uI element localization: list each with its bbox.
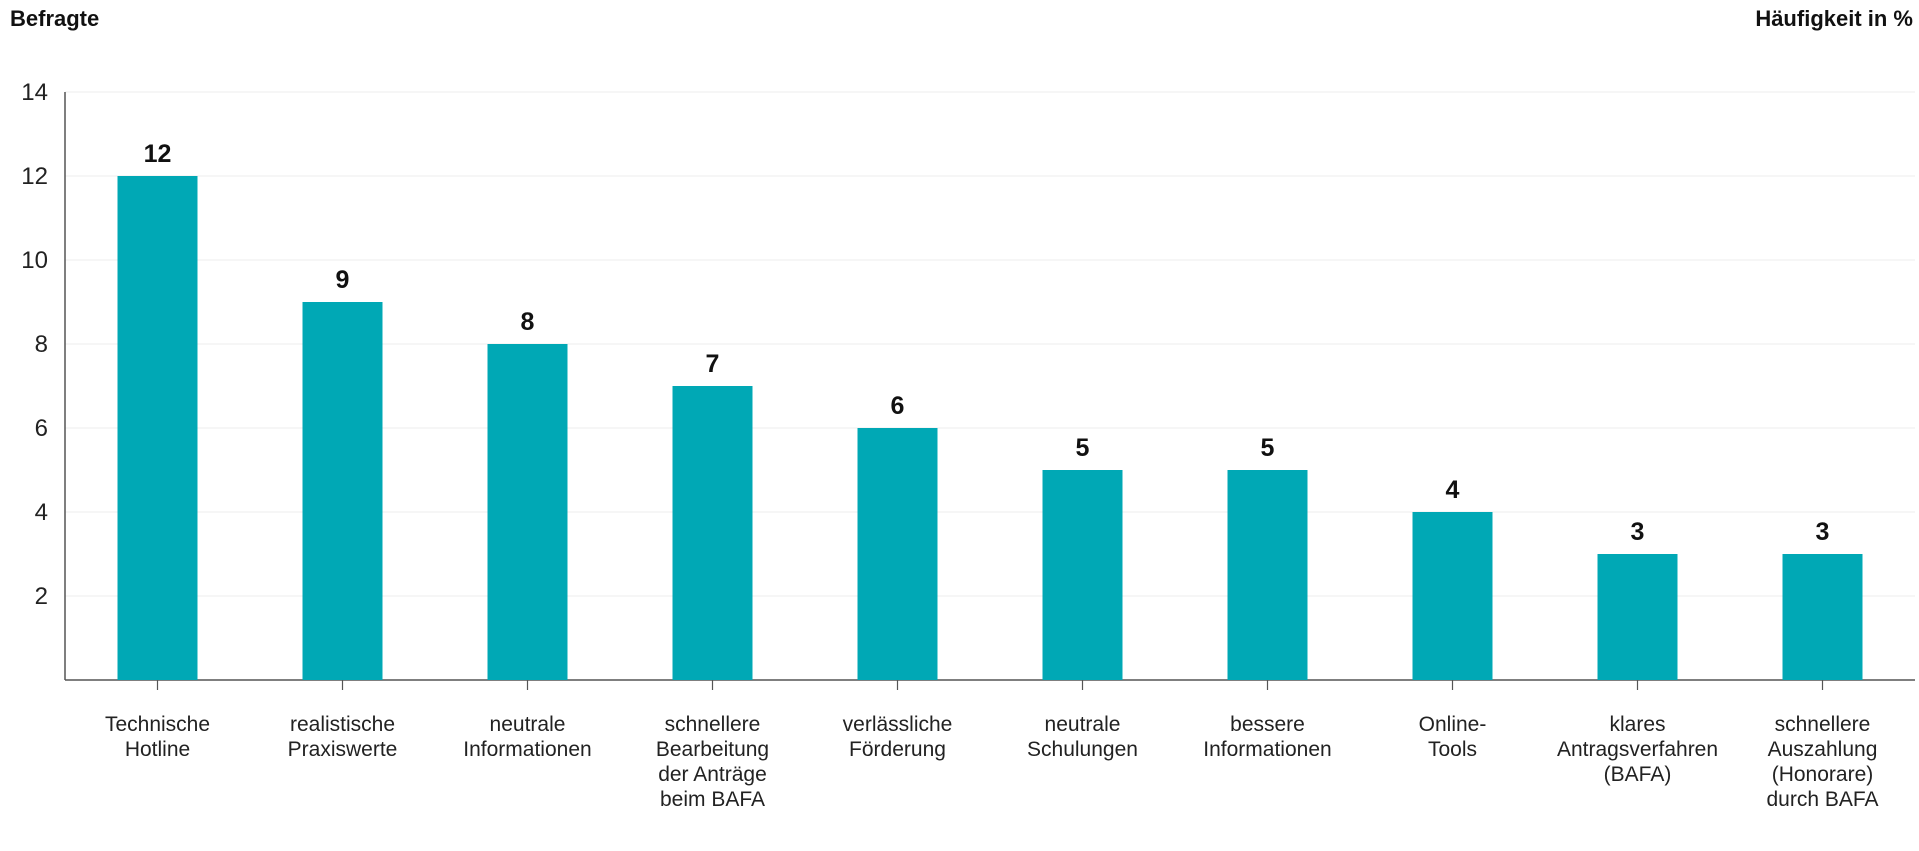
bar [1597,554,1678,680]
x-tick-label: Technische Hotline [104,713,211,761]
bar [1412,512,1493,680]
y-tick-label: 14 [21,79,48,106]
x-tick-label: neutrale Informationen [463,713,592,761]
data-label: 8 [521,308,535,336]
y-tick-label: 2 [35,583,48,610]
x-tick-label: schnellere Auszahlung (Honorare) durch B… [1766,713,1879,811]
bar [1782,554,1863,680]
data-label: 3 [1816,518,1830,546]
data-label: 9 [336,266,350,294]
bar [857,428,938,680]
bar [117,176,198,680]
y-axis-title: Befragte [10,6,100,31]
y-tick-label: 12 [21,163,48,190]
x-axis-title: Häufigkeit in % [1755,6,1913,31]
x-tick-label: Online- Tools [1418,713,1487,761]
data-label: 12 [144,140,172,168]
data-label: 5 [1076,434,1090,462]
bar [487,344,568,680]
x-tick-label: verlässliche Förderung [842,713,953,761]
x-tick-label: realistische Praxiswerte [287,713,398,761]
data-label: 3 [1631,518,1645,546]
bar [672,386,753,680]
x-tick-label: bessere Informationen [1203,713,1332,761]
data-label: 5 [1261,434,1275,462]
y-tick-label: 8 [35,331,48,358]
y-tick-label: 4 [35,499,48,526]
bar [302,302,383,680]
y-tick-label: 6 [35,415,48,442]
x-tick-label: klares Antragsverfahren (BAFA) [1556,713,1719,786]
data-label: 4 [1446,476,1460,504]
x-tick-label: neutrale Schulungen [1027,713,1138,761]
y-tick-label: 10 [21,247,48,274]
data-label: 6 [891,392,905,420]
data-label: 7 [706,350,720,378]
bar [1042,470,1123,680]
x-tick-label: schnellere Bearbeitung der Anträge beim … [655,713,770,811]
bar [1227,470,1308,680]
